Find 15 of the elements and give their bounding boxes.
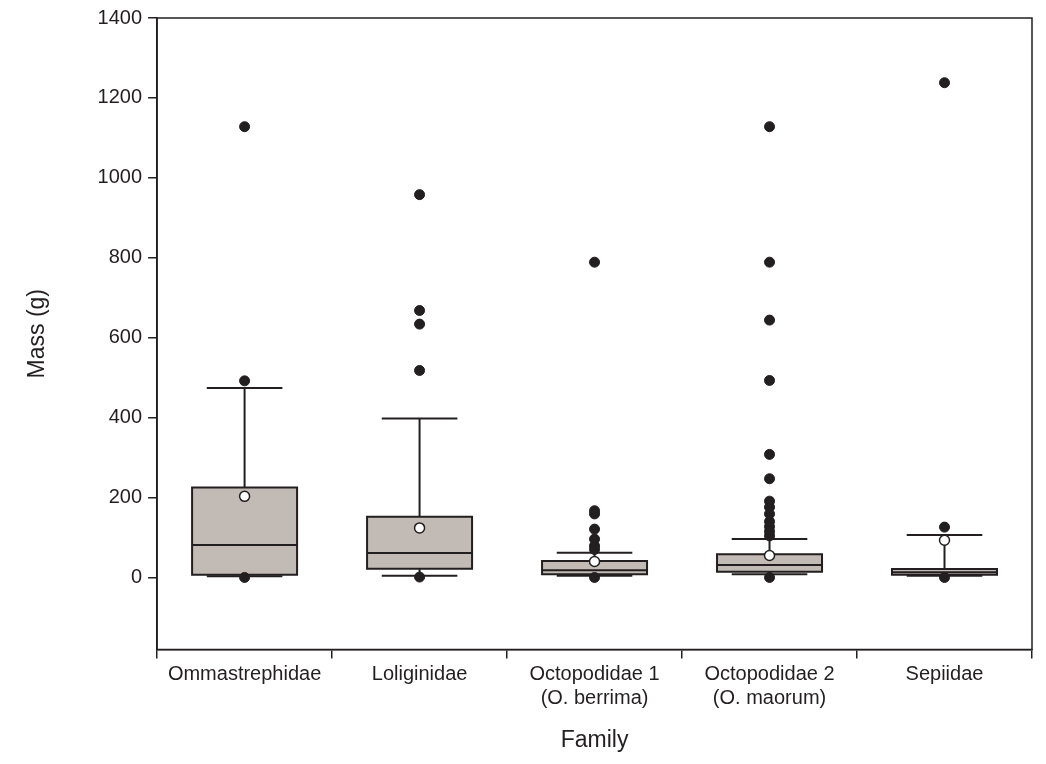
y-tick-label: 600: [108, 325, 143, 348]
y-tick-label: 800: [108, 245, 143, 268]
y-tick-label: 1400: [97, 5, 143, 28]
y-tick-label: 1200: [97, 85, 143, 108]
x-axis-title: Family: [560, 725, 629, 752]
y-axis-title: Mass (g): [23, 288, 50, 379]
x-tick-label: Ommastrephidae: [167, 661, 322, 684]
x-tick-label: Octopodidae 2 (O. maorum): [704, 661, 835, 708]
x-tick-label: Octopodidae 1 (O. berrima): [529, 661, 660, 708]
y-tick-label: 200: [108, 485, 143, 508]
x-tick-label: Loliginidae: [371, 661, 468, 684]
y-tick-label: 0: [130, 564, 143, 587]
y-tick-label: 1000: [97, 165, 143, 188]
x-tick-label: Sepiidae: [905, 661, 984, 684]
y-tick-label: 400: [108, 405, 143, 428]
